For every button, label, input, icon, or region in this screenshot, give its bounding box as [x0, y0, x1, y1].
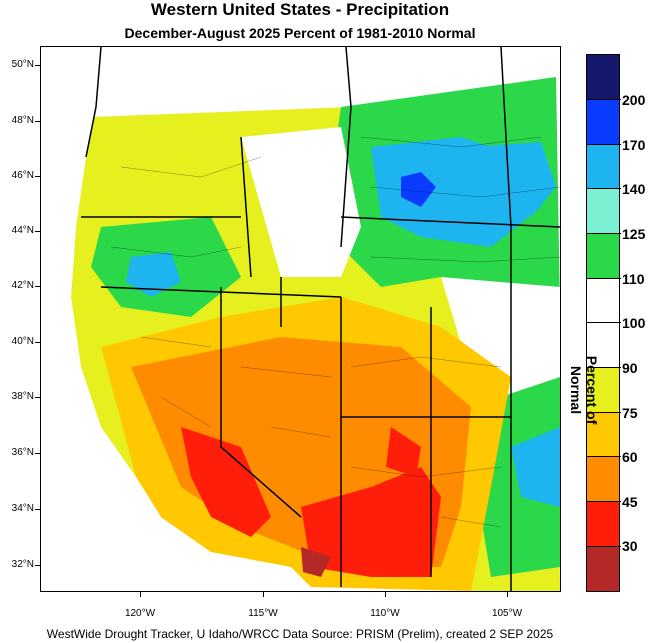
- colorbar-label: 90: [622, 360, 638, 376]
- state-boundaries: [81, 47, 560, 591]
- colorbar-segment: [587, 279, 619, 323]
- colorbar-segment: [587, 100, 619, 145]
- footer-credit: WestWide Drought Tracker, U Idaho/WRCC D…: [46, 627, 554, 641]
- map-svg: [41, 47, 560, 591]
- colorbar-tick: [613, 367, 621, 368]
- colorbar-segment: [587, 502, 619, 547]
- lon-label-105: 105°W: [491, 608, 523, 619]
- colorbar-tick: [613, 322, 621, 323]
- colorbar-segment: [587, 547, 619, 591]
- colorbar: [586, 54, 620, 592]
- precipitation-map: [40, 46, 561, 592]
- colorbar-label: 100: [622, 315, 646, 331]
- colorbar-segment: [587, 368, 619, 413]
- lat-tick: [35, 286, 41, 287]
- colorbar-tick: [613, 278, 621, 279]
- lat-label-48: 48°N: [11, 115, 34, 126]
- colorbar-tick: [613, 188, 621, 189]
- county-boundaries: [110, 136, 560, 528]
- colorbar-tick: [613, 456, 621, 457]
- colorbar-label: 125: [622, 226, 646, 242]
- colorbar-label: 170: [622, 137, 646, 153]
- colorbar-segment: [587, 234, 619, 279]
- map-subtitle: December-August 2025 Percent of 1981-201…: [124, 25, 476, 41]
- precip-field: [71, 77, 560, 591]
- lat-label-34: 34°N: [11, 503, 34, 514]
- lat-label-42: 42°N: [11, 280, 34, 291]
- lat-label-36: 36°N: [11, 447, 34, 458]
- colorbar-segment: [587, 189, 619, 234]
- colorbar-segment: [587, 457, 619, 502]
- colorbar-tick: [613, 233, 621, 234]
- colorbar-segment: [587, 55, 619, 100]
- colorbar-tick: [613, 412, 621, 413]
- colorbar-segment: [587, 323, 619, 368]
- lat-label-46: 46°N: [11, 170, 34, 181]
- lat-tick: [35, 509, 41, 510]
- lon-tick: [507, 591, 508, 597]
- colorbar-segment: [587, 145, 619, 189]
- lon-label-120: 120°W: [124, 608, 156, 619]
- colorbar-title: Percent of Normal: [568, 355, 600, 425]
- lat-tick: [35, 565, 41, 566]
- colorbar-tick: [613, 501, 621, 502]
- lat-label-38: 38°N: [11, 391, 34, 402]
- lat-tick: [35, 121, 41, 122]
- colorbar-label: 200: [622, 92, 646, 108]
- lat-label-50: 50°N: [11, 59, 34, 70]
- lat-label-40: 40°N: [11, 336, 34, 347]
- lat-label-44: 44°N: [11, 225, 34, 236]
- lat-tick: [35, 342, 41, 343]
- colorbar-label: 140: [622, 181, 646, 197]
- colorbar-label: 75: [622, 405, 638, 421]
- lat-tick: [35, 65, 41, 66]
- lon-tick: [263, 591, 264, 597]
- colorbar-label: 45: [622, 494, 638, 510]
- lat-tick: [35, 453, 41, 454]
- colorbar-label: 30: [622, 538, 638, 554]
- lat-tick: [35, 231, 41, 232]
- colorbar-tick: [613, 99, 621, 100]
- colorbar-label: 110: [622, 271, 645, 287]
- colorbar-label: 60: [622, 449, 638, 465]
- colorbar-tick: [613, 144, 621, 145]
- lon-tick: [140, 591, 141, 597]
- lat-tick: [35, 176, 41, 177]
- lat-label-32: 32°N: [11, 559, 34, 570]
- lon-label-115: 115°W: [248, 608, 278, 619]
- colorbar-segment: [587, 413, 619, 457]
- colorbar-tick: [613, 546, 621, 547]
- lon-label-110: 110°W: [370, 608, 400, 619]
- lat-tick: [35, 397, 41, 398]
- map-title: Western United States - Precipitation: [150, 0, 450, 19]
- lon-tick: [385, 591, 386, 597]
